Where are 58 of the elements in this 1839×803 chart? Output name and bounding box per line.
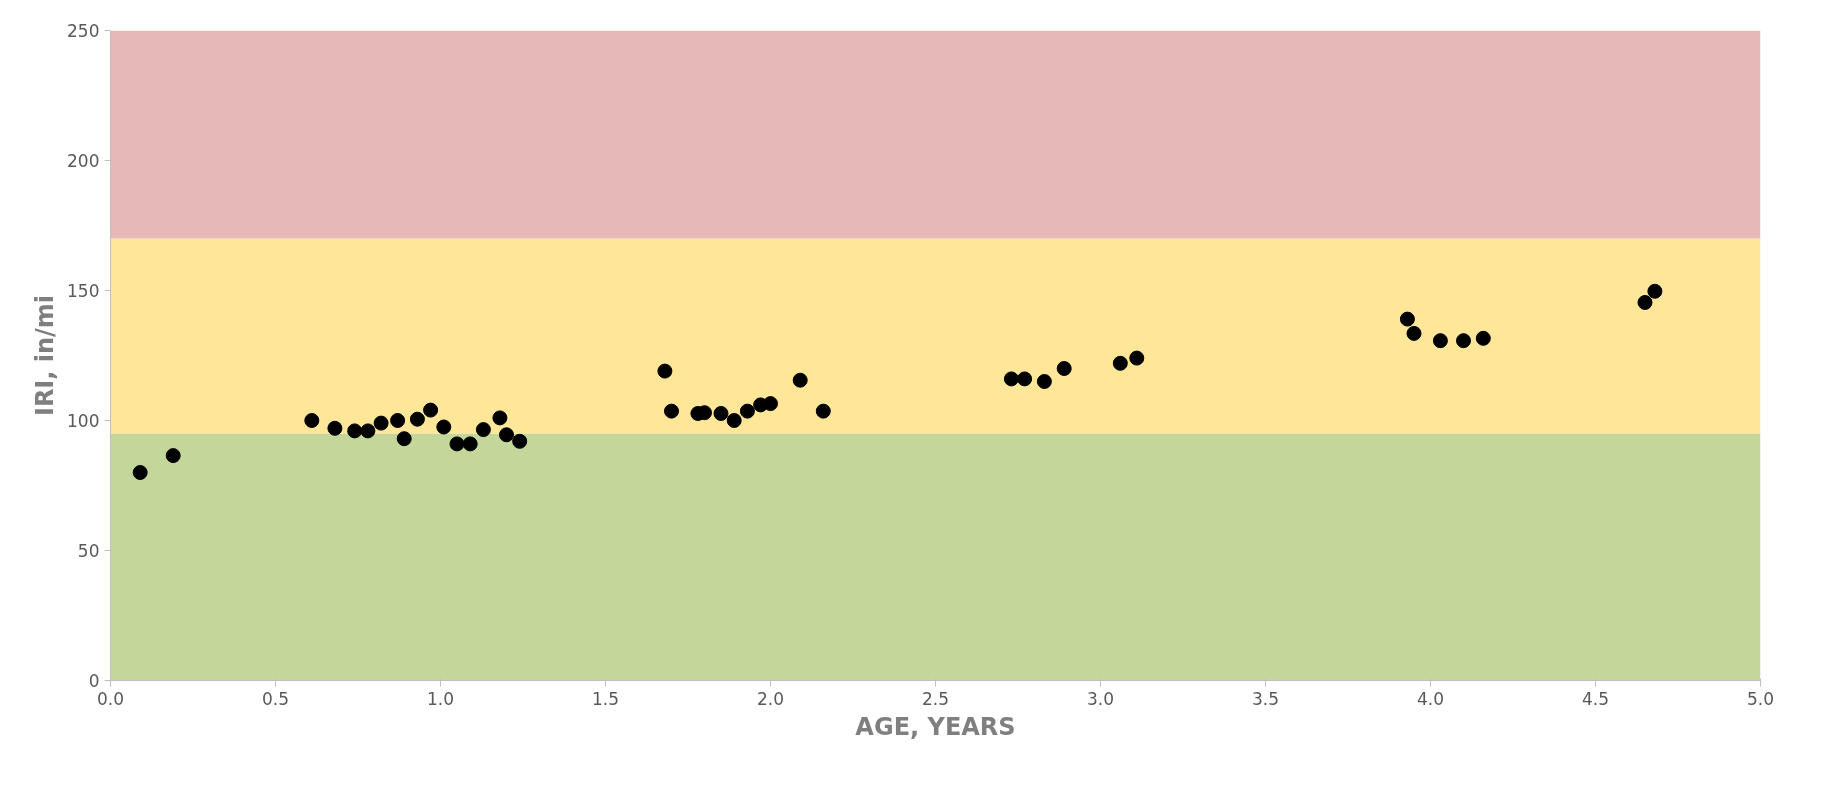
point	[360, 423, 376, 439]
point	[1406, 325, 1422, 341]
y-tick-label: 150	[67, 281, 100, 301]
point	[512, 433, 528, 449]
x-tick-label: 4.0	[1416, 688, 1445, 709]
point	[792, 372, 808, 388]
y-tick-label: 0	[88, 671, 100, 691]
x-tick-label: 3.0	[1086, 688, 1115, 709]
point	[462, 436, 478, 452]
point	[409, 411, 425, 427]
point	[763, 396, 778, 412]
point	[1647, 283, 1663, 299]
point	[713, 405, 729, 421]
x-tick-label: 5.0	[1746, 688, 1775, 709]
point	[165, 448, 181, 464]
point	[449, 436, 465, 452]
point	[475, 422, 491, 438]
y-tick-label: 200	[67, 151, 100, 171]
point	[1056, 361, 1072, 376]
x-tick-label: 1.0	[426, 688, 455, 709]
point	[347, 423, 363, 439]
point	[664, 403, 679, 419]
x-tick-label: 1.5	[591, 688, 620, 709]
point	[1456, 333, 1471, 349]
point	[815, 403, 831, 419]
point	[1432, 333, 1448, 349]
point	[1003, 371, 1019, 387]
point	[304, 413, 320, 428]
point	[373, 415, 389, 431]
point	[657, 363, 673, 379]
point	[739, 403, 755, 419]
point	[726, 413, 742, 428]
point	[499, 427, 514, 443]
point	[1129, 350, 1145, 366]
point	[436, 419, 452, 435]
x-axis-title: AGE, YEARS	[855, 712, 1016, 741]
y-tick-label: 250	[67, 21, 100, 41]
point	[1637, 294, 1653, 310]
x-tick-label: 2.5	[921, 688, 950, 709]
point	[396, 431, 412, 447]
x-tick-label: 4.5	[1581, 688, 1610, 709]
y-tick-label: 100	[67, 411, 100, 431]
point	[132, 465, 148, 480]
x-tick-label: 0.0	[96, 688, 125, 709]
point	[1112, 355, 1128, 371]
point	[1017, 371, 1033, 387]
point	[390, 413, 406, 428]
y-tick-label: 50	[77, 541, 100, 561]
x-tick-label: 3.5	[1251, 688, 1280, 709]
point	[1475, 330, 1491, 346]
x-tick-label: 0.5	[261, 688, 290, 709]
y-axis-title: IRI, in/mi	[31, 294, 60, 417]
point	[1036, 374, 1052, 389]
point	[327, 420, 343, 436]
point	[492, 410, 508, 426]
point	[423, 402, 439, 418]
point	[1399, 311, 1415, 327]
x-tick-label: 2.0	[756, 688, 785, 709]
